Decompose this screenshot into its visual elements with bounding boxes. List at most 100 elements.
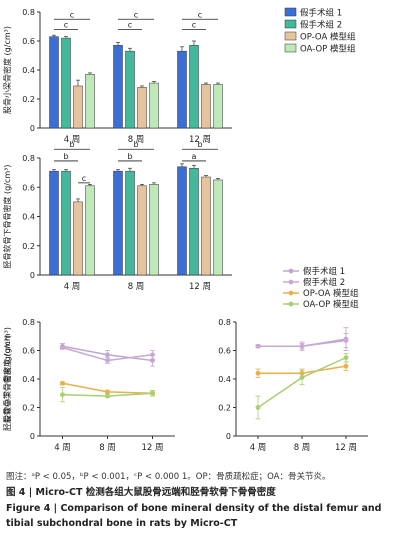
bar-legend-label: 假手术组 2 [300,20,342,31]
line1-data-point [60,392,65,398]
bar1-bar [149,82,159,129]
bar-legend-swatch [284,7,297,17]
line-legend-marker [288,268,294,274]
bar1-y-tick-label: 0.4 [22,66,35,75]
line2-y-axis-label: 胫骨软骨下骨骨密度 (g/cm³) [2,327,12,431]
bar1-x-tick-label: 4 周 [64,135,81,145]
bar2-significance-label: b [133,140,138,149]
line2-y-tick-label: 0.2 [218,404,231,413]
bar1-bar [61,37,71,129]
line1-x-tick-label: 12 周 [141,443,163,453]
bar1-significance-label: c [70,10,74,19]
bar1-significance-label: c [134,10,138,19]
bar1-y-tick-label: 0.2 [22,95,35,104]
bar1-x-tick-label: 12 周 [189,135,211,145]
line2-x-tick-label: 12 周 [335,443,357,453]
bar1-significance-label: c [64,20,68,29]
bar1-y-tick-label: 0.6 [22,37,35,46]
line-legend-label: 假手术组 1 [303,266,345,277]
bar2-bar [85,185,95,276]
bar1-significance-label: c [128,20,132,29]
bar2-y-tick-label: 0.8 [22,154,35,163]
bar2-significance-label: b [69,140,74,149]
line1-x-tick-label: 4 周 [54,443,71,453]
bar1-bar [201,84,211,129]
bar1-y-tick-label: 0.8 [22,8,35,17]
bar-legend-label: 假手术组 1 [300,8,342,19]
figure-title-cn: 图 4 | Micro-CT 检测各组大鼠股骨远端和胫骨软骨下骨骨密度 [6,487,276,498]
bar1-significance-label: c [192,20,196,29]
bar2-x-tick-label: 4 周 [64,282,81,292]
line1-x-tick-label: 8 周 [99,443,116,453]
line2-y-tick-label: 0.6 [218,347,231,356]
bar2-x-tick-label: 12 周 [189,282,211,292]
bar2-significance-label: b [127,152,132,161]
bar2-y-tick-label: 0.2 [22,242,35,251]
line-legend-label: OA-OP 模型组 [303,299,359,310]
bar1-bar [85,74,95,129]
line1-data-point [150,352,155,358]
line1-data-point [105,389,110,395]
bar2-bar [149,184,159,276]
line2-x-tick-label: 8 周 [294,443,311,453]
line2-data-point [343,338,349,343]
line-chart-femur-trabecular: 0 0.2 0.4 0.6 0.8 股骨小梁骨密度 (g/cm³) 4 周 8 周 12 周 [2,318,175,453]
line1-y-tick-label: 0.2 [22,404,35,413]
line1-y-tick-label: 0 [30,432,35,441]
bar1-bar [49,36,59,129]
bar1-x-tick-label: 8 周 [128,135,145,145]
line2-data-point [343,355,349,361]
figure-title-en-line1: Figure 4 | Comparison of bone mineral de… [6,503,382,514]
bar1-bar [213,84,223,129]
bar2-bar [201,176,211,276]
bar1-bar [189,45,199,129]
bar1-bar [137,87,147,129]
bar1-bar [113,45,123,129]
line1-data-point [60,345,65,351]
line1-y-tick-label: 0.4 [22,375,35,384]
bar2-bar [213,179,223,276]
line2-y-tick-label: 0.8 [218,318,231,327]
bar2-bar [177,166,187,276]
line1-data-point [105,358,110,363]
line-legend-marker [288,279,294,285]
figure-note: 图注：ᵃP < 0.05，ᵇP < 0.001，ᶜP < 0.000 1。OP：… [6,472,331,482]
line1-y-tick-label: 0.6 [22,347,35,356]
bar2-significance-label: b [197,140,202,149]
line2-y-tick-label: 0.4 [218,375,231,384]
bar-legend-swatch [284,43,297,53]
bar2-bar [137,185,147,276]
bar2-significance-label: c [82,174,86,183]
bar1-y-axis-label: 股骨小梁骨密度 (g/cm³) [2,26,12,114]
line2-data-point [255,405,261,410]
figure-title-en-line2: tibial subchondral bone in rats by Micro… [6,518,238,529]
line-legend-marker [288,290,294,296]
bar-legend-swatch [284,31,297,41]
bar2-significance-label: b [63,152,68,161]
bar1-bar [177,50,187,129]
line1-y-tick-label: 0.8 [22,318,35,327]
line1-data-point [105,393,110,399]
bar-legend-label: OA-OP 模型组 [300,44,356,55]
line-legend-label: OP-OA 模型组 [303,288,359,299]
bar2-bar [49,170,59,276]
line1-y-axis-label: 股骨小梁骨密度 (g/cm³) [2,335,12,423]
line2-data-point [299,375,305,380]
bar-legend-swatch [284,19,297,29]
bar2-bar [61,170,71,276]
line2-data-point [255,370,261,376]
bar2-y-tick-label: 0.6 [22,183,35,192]
bar2-x-tick-label: 8 周 [128,282,145,292]
line2-data-point [255,343,261,349]
bar1-bar [125,50,135,129]
bar2-y-tick-label: 0.4 [22,213,35,222]
bar2-significance-label: a [192,152,197,161]
bar1-y-tick-label: 0 [30,124,35,133]
line1-data-point [150,390,155,396]
bar2-bar [73,201,83,276]
